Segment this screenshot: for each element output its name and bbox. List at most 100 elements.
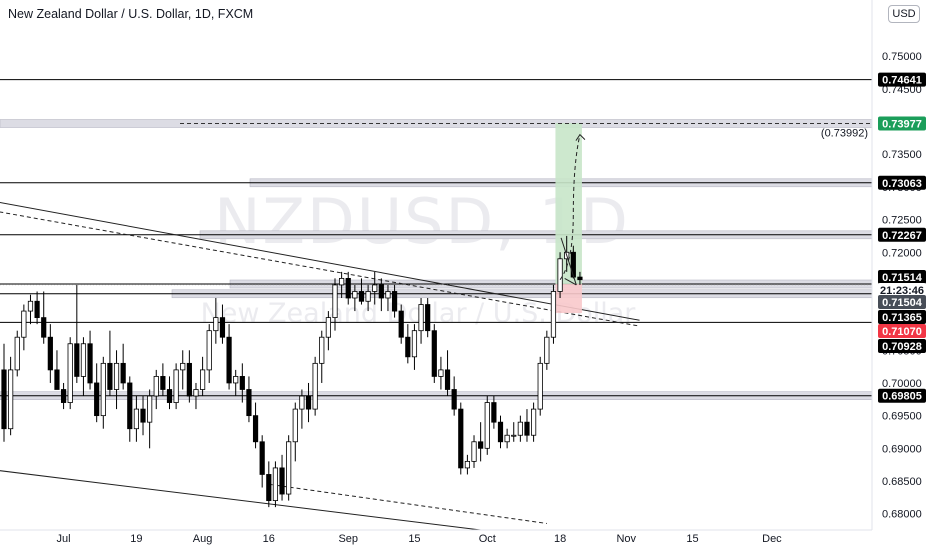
candle[interactable] <box>166 376 173 410</box>
candle[interactable] <box>511 422 517 442</box>
candle[interactable] <box>484 396 490 455</box>
candle[interactable] <box>186 350 192 403</box>
candle[interactable] <box>120 343 126 390</box>
candle[interactable] <box>173 363 179 410</box>
candle[interactable] <box>233 369 239 397</box>
candle[interactable] <box>557 252 563 299</box>
candle[interactable] <box>398 304 404 344</box>
candle[interactable] <box>385 284 391 312</box>
candle[interactable] <box>239 363 245 403</box>
time-axis[interactable] <box>0 530 932 550</box>
trendline-1[interactable] <box>0 203 640 327</box>
candle[interactable] <box>292 402 298 462</box>
candle[interactable] <box>352 284 358 312</box>
candle[interactable] <box>1 343 7 442</box>
candle[interactable] <box>464 454 471 475</box>
candle[interactable] <box>372 271 378 305</box>
candle[interactable] <box>87 330 93 390</box>
candle-body <box>87 343 93 384</box>
candle[interactable] <box>8 356 14 436</box>
candle[interactable] <box>219 304 226 344</box>
candle[interactable] <box>524 409 530 442</box>
candle[interactable] <box>517 415 523 442</box>
candle[interactable] <box>425 298 431 338</box>
candle[interactable] <box>74 284 80 383</box>
price-badge-text: 0.71514 <box>882 272 923 284</box>
candle[interactable] <box>54 350 60 390</box>
pennant-line-upper[interactable] <box>560 237 577 286</box>
candle[interactable] <box>153 369 159 410</box>
candle[interactable] <box>471 435 477 468</box>
candle[interactable] <box>405 324 411 364</box>
candle[interactable] <box>491 396 497 429</box>
candle[interactable] <box>47 324 53 383</box>
candle[interactable] <box>147 389 153 449</box>
candle[interactable] <box>444 350 451 397</box>
candle[interactable] <box>299 389 305 429</box>
candle[interactable] <box>140 396 146 436</box>
candle[interactable] <box>246 376 252 423</box>
candle[interactable] <box>100 356 106 429</box>
candle[interactable] <box>80 337 87 397</box>
candle[interactable] <box>266 461 272 508</box>
candle[interactable] <box>537 356 543 416</box>
candle[interactable] <box>391 284 398 318</box>
candle[interactable] <box>279 454 285 501</box>
candle[interactable] <box>531 402 537 442</box>
candle[interactable] <box>252 402 259 449</box>
candle[interactable] <box>67 337 73 410</box>
candle[interactable] <box>213 298 219 344</box>
candle[interactable] <box>544 330 550 370</box>
candle[interactable] <box>332 278 338 331</box>
candle[interactable] <box>345 271 351 305</box>
candle[interactable] <box>497 415 504 449</box>
currency-button[interactable]: USD <box>888 5 920 23</box>
candle[interactable] <box>107 330 113 397</box>
candle[interactable] <box>160 363 166 397</box>
candle[interactable] <box>34 291 40 325</box>
candle[interactable] <box>577 271 583 285</box>
candle-body <box>239 376 245 390</box>
candle[interactable] <box>226 324 232 390</box>
candle[interactable] <box>305 382 312 423</box>
candle[interactable] <box>378 278 384 312</box>
candle[interactable] <box>41 291 47 344</box>
candle[interactable] <box>358 278 365 305</box>
candle[interactable] <box>14 330 20 377</box>
trendline-2[interactable] <box>0 465 508 534</box>
candle[interactable] <box>451 376 457 416</box>
candle[interactable] <box>193 382 199 410</box>
candle[interactable] <box>478 422 484 462</box>
trendline-3[interactable] <box>268 483 547 524</box>
candle[interactable] <box>365 284 371 312</box>
candle[interactable] <box>411 324 418 370</box>
candle[interactable] <box>60 382 67 410</box>
candle[interactable] <box>319 330 325 383</box>
candle[interactable] <box>113 350 120 410</box>
candle[interactable] <box>325 311 331 351</box>
candle[interactable] <box>94 363 100 423</box>
candle[interactable] <box>438 356 444 390</box>
candle-body <box>47 336 53 371</box>
projection-path[interactable] <box>559 134 581 281</box>
candle[interactable] <box>27 294 34 325</box>
candle[interactable] <box>127 376 133 442</box>
candle[interactable] <box>199 356 206 397</box>
candle[interactable] <box>180 350 186 390</box>
candle[interactable] <box>312 356 318 416</box>
candle[interactable] <box>133 396 139 442</box>
candle[interactable] <box>418 298 424 344</box>
candle[interactable] <box>458 402 464 475</box>
candle[interactable] <box>286 435 292 501</box>
candle[interactable] <box>21 304 27 351</box>
candle[interactable] <box>431 324 437 383</box>
candle[interactable] <box>259 435 265 488</box>
candle[interactable] <box>339 271 345 299</box>
candle[interactable] <box>504 428 510 449</box>
trendline-0[interactable] <box>0 193 640 321</box>
candle[interactable] <box>206 324 212 383</box>
candle[interactable] <box>550 284 557 344</box>
pennant-line-lower[interactable] <box>564 277 577 286</box>
candle[interactable] <box>272 461 279 508</box>
